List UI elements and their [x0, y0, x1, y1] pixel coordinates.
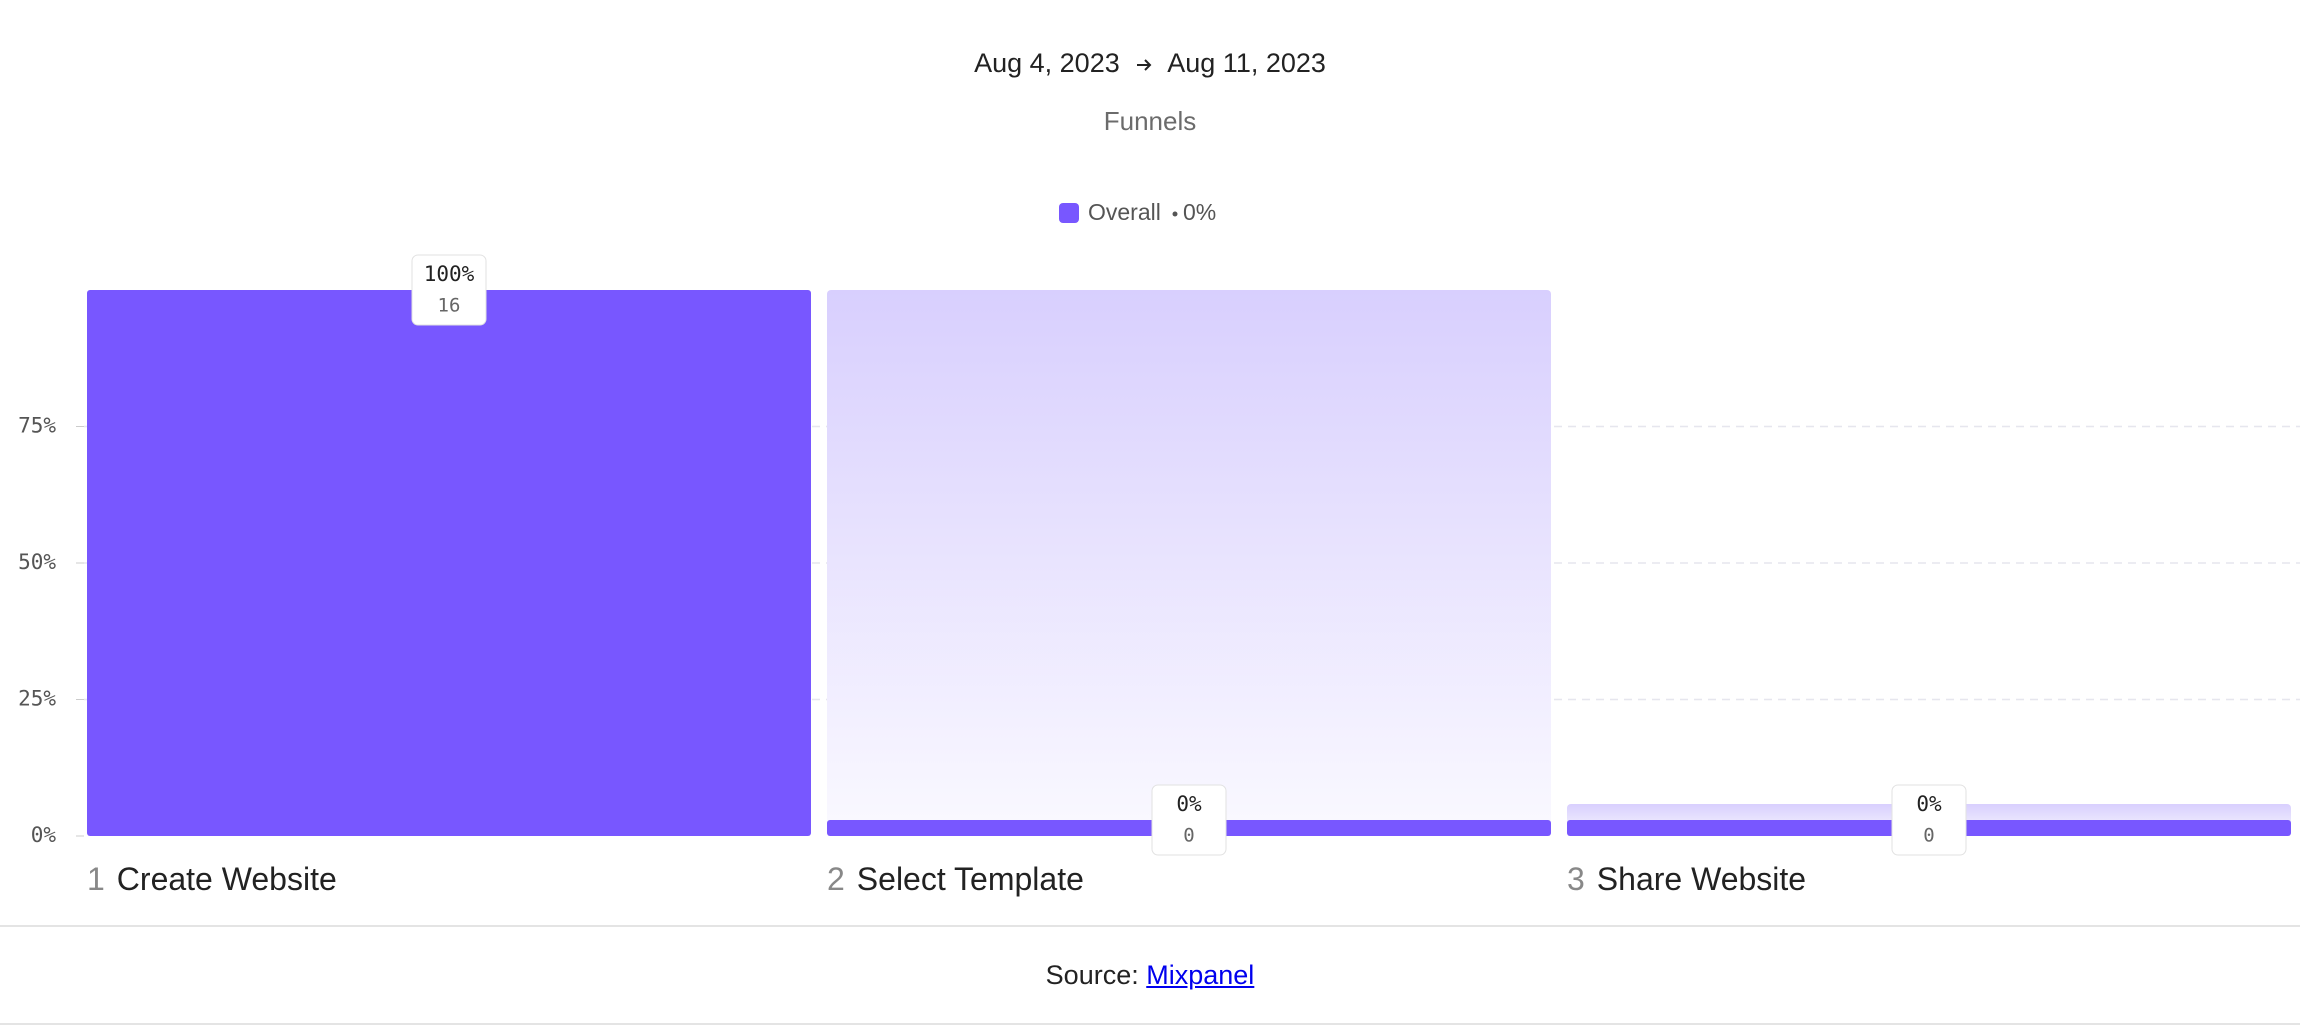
value-label-box	[1891, 784, 1967, 856]
bar	[87, 290, 811, 836]
date-end: Aug 11, 2023	[1167, 48, 1326, 78]
step-label: 2 Select Template	[827, 861, 1084, 897]
chart: Overall 0% 0% 25% 50% 75% 100% 16 1 Create Websit…	[18, 199, 2300, 897]
x-tick-label: Create Website	[117, 861, 337, 897]
y-tick-label: 25%	[18, 687, 56, 711]
previous-step-ghost	[827, 290, 1551, 836]
value-label: 100%	[424, 262, 475, 286]
step-number: 1	[87, 861, 105, 897]
arrow-icon	[1137, 59, 1152, 71]
x-tick-label: Share Website	[1597, 861, 1806, 897]
count-label: 0	[1923, 825, 1934, 847]
y-tick-label: 50%	[18, 550, 56, 574]
y-tick-label: 0%	[31, 823, 57, 847]
legend-swatch	[1059, 203, 1079, 223]
step-number: 3	[1567, 861, 1585, 897]
count-label: 0	[1183, 825, 1194, 847]
value-label: 0%	[1176, 792, 1202, 816]
value-label: 0%	[1916, 792, 1942, 816]
x-tick-label: Select Template	[857, 861, 1084, 897]
step-number: 2	[827, 861, 845, 897]
value-label-box	[411, 254, 487, 326]
count-label: 16	[438, 295, 461, 317]
step-label: 3 Share Website	[1567, 861, 1806, 897]
date-start: Aug 4, 2023	[974, 48, 1120, 78]
footer: Source: Mixpanel	[0, 925, 2300, 1025]
y-tick-label: 75%	[18, 414, 56, 438]
date-range: Aug 4, 2023 Aug 11, 2023	[0, 48, 2300, 79]
legend-overall: 0%	[1183, 199, 1216, 225]
legend-separator	[1172, 211, 1178, 217]
step-label: 1 Create Website	[87, 861, 337, 897]
value-label-box	[1151, 784, 1227, 856]
source-link[interactable]: Mixpanel	[1146, 960, 1255, 990]
legend-name: Overall	[1088, 199, 1161, 225]
source-label: Source:	[1045, 960, 1139, 990]
subtitle: Funnels	[1103, 106, 1197, 136]
